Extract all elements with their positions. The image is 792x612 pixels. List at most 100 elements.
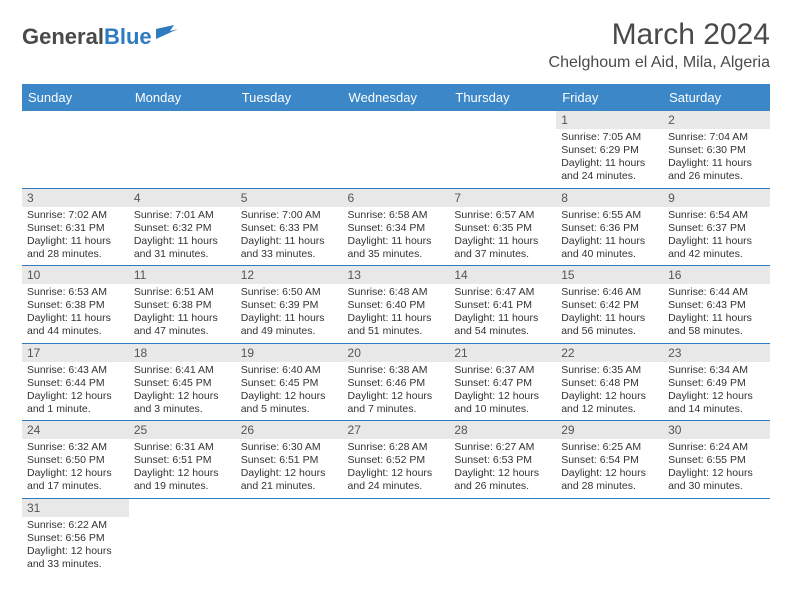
day-info: Sunrise: 6:35 AMSunset: 6:48 PMDaylight:… — [556, 362, 663, 421]
sunrise-text: Sunrise: 6:27 AM — [454, 441, 551, 454]
day-info: Sunrise: 6:51 AMSunset: 6:38 PMDaylight:… — [129, 284, 236, 343]
daylight-text: Daylight: 12 hours and 12 minutes. — [561, 390, 658, 416]
day-number: 26 — [236, 421, 343, 439]
sunset-text: Sunset: 6:55 PM — [668, 454, 765, 467]
daylight-text: Daylight: 11 hours and 26 minutes. — [668, 157, 765, 183]
logo: GeneralBlue — [22, 24, 180, 50]
calendar-day-cell: 29Sunrise: 6:25 AMSunset: 6:54 PMDayligh… — [556, 421, 663, 499]
calendar-empty-cell — [449, 111, 556, 188]
sunset-text: Sunset: 6:52 PM — [348, 454, 445, 467]
daylight-text: Daylight: 11 hours and 35 minutes. — [348, 235, 445, 261]
day-info: Sunrise: 6:58 AMSunset: 6:34 PMDaylight:… — [343, 207, 450, 266]
daylight-text: Daylight: 11 hours and 31 minutes. — [134, 235, 231, 261]
calendar-day-cell: 13Sunrise: 6:48 AMSunset: 6:40 PMDayligh… — [343, 266, 450, 344]
sunrise-text: Sunrise: 6:47 AM — [454, 286, 551, 299]
calendar-day-cell: 16Sunrise: 6:44 AMSunset: 6:43 PMDayligh… — [663, 266, 770, 344]
sunset-text: Sunset: 6:45 PM — [241, 377, 338, 390]
day-number: 19 — [236, 344, 343, 362]
daylight-text: Daylight: 12 hours and 21 minutes. — [241, 467, 338, 493]
day-number: 29 — [556, 421, 663, 439]
location: Chelghoum el Aid, Mila, Algeria — [549, 54, 770, 72]
day-number: 20 — [343, 344, 450, 362]
day-info: Sunrise: 6:44 AMSunset: 6:43 PMDaylight:… — [663, 284, 770, 343]
daylight-text: Daylight: 11 hours and 24 minutes. — [561, 157, 658, 183]
weekday-header: Friday — [556, 84, 663, 111]
header: GeneralBlue March 2024 Chelghoum el Aid,… — [22, 18, 770, 72]
title-block: March 2024 Chelghoum el Aid, Mila, Alger… — [549, 18, 770, 72]
daylight-text: Daylight: 12 hours and 5 minutes. — [241, 390, 338, 416]
sunrise-text: Sunrise: 6:37 AM — [454, 364, 551, 377]
daylight-text: Daylight: 12 hours and 19 minutes. — [134, 467, 231, 493]
day-number: 23 — [663, 344, 770, 362]
sunset-text: Sunset: 6:31 PM — [27, 222, 124, 235]
calendar-day-cell: 4Sunrise: 7:01 AMSunset: 6:32 PMDaylight… — [129, 188, 236, 266]
sunrise-text: Sunrise: 6:51 AM — [134, 286, 231, 299]
calendar-day-cell: 28Sunrise: 6:27 AMSunset: 6:53 PMDayligh… — [449, 421, 556, 499]
calendar-day-cell: 12Sunrise: 6:50 AMSunset: 6:39 PMDayligh… — [236, 266, 343, 344]
day-number: 25 — [129, 421, 236, 439]
day-info: Sunrise: 6:30 AMSunset: 6:51 PMDaylight:… — [236, 439, 343, 498]
calendar-day-cell: 22Sunrise: 6:35 AMSunset: 6:48 PMDayligh… — [556, 343, 663, 421]
calendar-empty-cell — [343, 498, 450, 575]
month-title: March 2024 — [549, 18, 770, 52]
daylight-text: Daylight: 12 hours and 1 minute. — [27, 390, 124, 416]
daylight-text: Daylight: 11 hours and 28 minutes. — [27, 235, 124, 261]
day-info: Sunrise: 7:00 AMSunset: 6:33 PMDaylight:… — [236, 207, 343, 266]
calendar-day-cell: 17Sunrise: 6:43 AMSunset: 6:44 PMDayligh… — [22, 343, 129, 421]
day-number: 16 — [663, 266, 770, 284]
calendar-week-row: 10Sunrise: 6:53 AMSunset: 6:38 PMDayligh… — [22, 266, 770, 344]
calendar-day-cell: 8Sunrise: 6:55 AMSunset: 6:36 PMDaylight… — [556, 188, 663, 266]
calendar-empty-cell — [236, 111, 343, 188]
day-info: Sunrise: 6:40 AMSunset: 6:45 PMDaylight:… — [236, 362, 343, 421]
calendar-week-row: 17Sunrise: 6:43 AMSunset: 6:44 PMDayligh… — [22, 343, 770, 421]
sunset-text: Sunset: 6:34 PM — [348, 222, 445, 235]
sunrise-text: Sunrise: 6:41 AM — [134, 364, 231, 377]
calendar-empty-cell — [236, 498, 343, 575]
day-number: 6 — [343, 189, 450, 207]
daylight-text: Daylight: 11 hours and 44 minutes. — [27, 312, 124, 338]
sunset-text: Sunset: 6:29 PM — [561, 144, 658, 157]
calendar-day-cell: 30Sunrise: 6:24 AMSunset: 6:55 PMDayligh… — [663, 421, 770, 499]
day-number: 9 — [663, 189, 770, 207]
calendar-day-cell: 18Sunrise: 6:41 AMSunset: 6:45 PMDayligh… — [129, 343, 236, 421]
sunrise-text: Sunrise: 7:04 AM — [668, 131, 765, 144]
calendar-day-cell: 2Sunrise: 7:04 AMSunset: 6:30 PMDaylight… — [663, 111, 770, 188]
sunrise-text: Sunrise: 6:25 AM — [561, 441, 658, 454]
daylight-text: Daylight: 11 hours and 49 minutes. — [241, 312, 338, 338]
calendar-week-row: 24Sunrise: 6:32 AMSunset: 6:50 PMDayligh… — [22, 421, 770, 499]
calendar-day-cell: 7Sunrise: 6:57 AMSunset: 6:35 PMDaylight… — [449, 188, 556, 266]
sunset-text: Sunset: 6:54 PM — [561, 454, 658, 467]
daylight-text: Daylight: 11 hours and 42 minutes. — [668, 235, 765, 261]
daylight-text: Daylight: 12 hours and 30 minutes. — [668, 467, 765, 493]
weekday-header: Sunday — [22, 84, 129, 111]
day-info: Sunrise: 7:01 AMSunset: 6:32 PMDaylight:… — [129, 207, 236, 266]
day-info: Sunrise: 6:55 AMSunset: 6:36 PMDaylight:… — [556, 207, 663, 266]
weekday-header: Thursday — [449, 84, 556, 111]
sunrise-text: Sunrise: 7:01 AM — [134, 209, 231, 222]
sunset-text: Sunset: 6:33 PM — [241, 222, 338, 235]
weekday-header: Wednesday — [343, 84, 450, 111]
calendar-empty-cell — [22, 111, 129, 188]
daylight-text: Daylight: 11 hours and 37 minutes. — [454, 235, 551, 261]
day-number: 3 — [22, 189, 129, 207]
calendar-day-cell: 27Sunrise: 6:28 AMSunset: 6:52 PMDayligh… — [343, 421, 450, 499]
sunrise-text: Sunrise: 6:57 AM — [454, 209, 551, 222]
daylight-text: Daylight: 11 hours and 58 minutes. — [668, 312, 765, 338]
sunrise-text: Sunrise: 6:32 AM — [27, 441, 124, 454]
sunset-text: Sunset: 6:42 PM — [561, 299, 658, 312]
sunset-text: Sunset: 6:36 PM — [561, 222, 658, 235]
day-number: 13 — [343, 266, 450, 284]
sunset-text: Sunset: 6:50 PM — [27, 454, 124, 467]
sunset-text: Sunset: 6:44 PM — [27, 377, 124, 390]
day-number: 2 — [663, 111, 770, 129]
sunset-text: Sunset: 6:53 PM — [454, 454, 551, 467]
day-number: 15 — [556, 266, 663, 284]
day-info: Sunrise: 7:04 AMSunset: 6:30 PMDaylight:… — [663, 129, 770, 188]
sunset-text: Sunset: 6:47 PM — [454, 377, 551, 390]
day-number: 5 — [236, 189, 343, 207]
day-info: Sunrise: 6:32 AMSunset: 6:50 PMDaylight:… — [22, 439, 129, 498]
sunset-text: Sunset: 6:49 PM — [668, 377, 765, 390]
calendar-day-cell: 14Sunrise: 6:47 AMSunset: 6:41 PMDayligh… — [449, 266, 556, 344]
daylight-text: Daylight: 12 hours and 26 minutes. — [454, 467, 551, 493]
day-number: 7 — [449, 189, 556, 207]
